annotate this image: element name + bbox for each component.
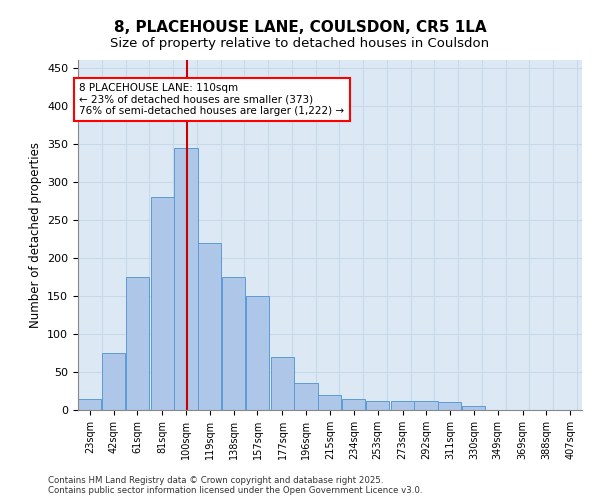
Bar: [245, 296, 269, 410]
Bar: [365, 401, 389, 410]
Bar: [198, 242, 221, 410]
Text: Size of property relative to detached houses in Coulsdon: Size of property relative to detached ho…: [110, 38, 490, 51]
Bar: [391, 401, 414, 410]
Bar: [151, 197, 174, 410]
Bar: [102, 353, 125, 410]
Bar: [174, 148, 197, 410]
Bar: [271, 356, 294, 410]
Text: 8, PLACEHOUSE LANE, COULSDON, CR5 1LA: 8, PLACEHOUSE LANE, COULSDON, CR5 1LA: [113, 20, 487, 35]
Bar: [415, 401, 438, 410]
Bar: [78, 398, 101, 410]
Bar: [342, 398, 365, 410]
Bar: [438, 402, 461, 410]
Text: 8 PLACEHOUSE LANE: 110sqm
← 23% of detached houses are smaller (373)
76% of semi: 8 PLACEHOUSE LANE: 110sqm ← 23% of detac…: [79, 83, 344, 116]
Bar: [318, 395, 341, 410]
Y-axis label: Number of detached properties: Number of detached properties: [29, 142, 41, 328]
Text: Contains HM Land Registry data © Crown copyright and database right 2025.
Contai: Contains HM Land Registry data © Crown c…: [48, 476, 422, 495]
Bar: [462, 406, 485, 410]
Bar: [125, 277, 149, 410]
Bar: [295, 384, 317, 410]
Bar: [222, 277, 245, 410]
